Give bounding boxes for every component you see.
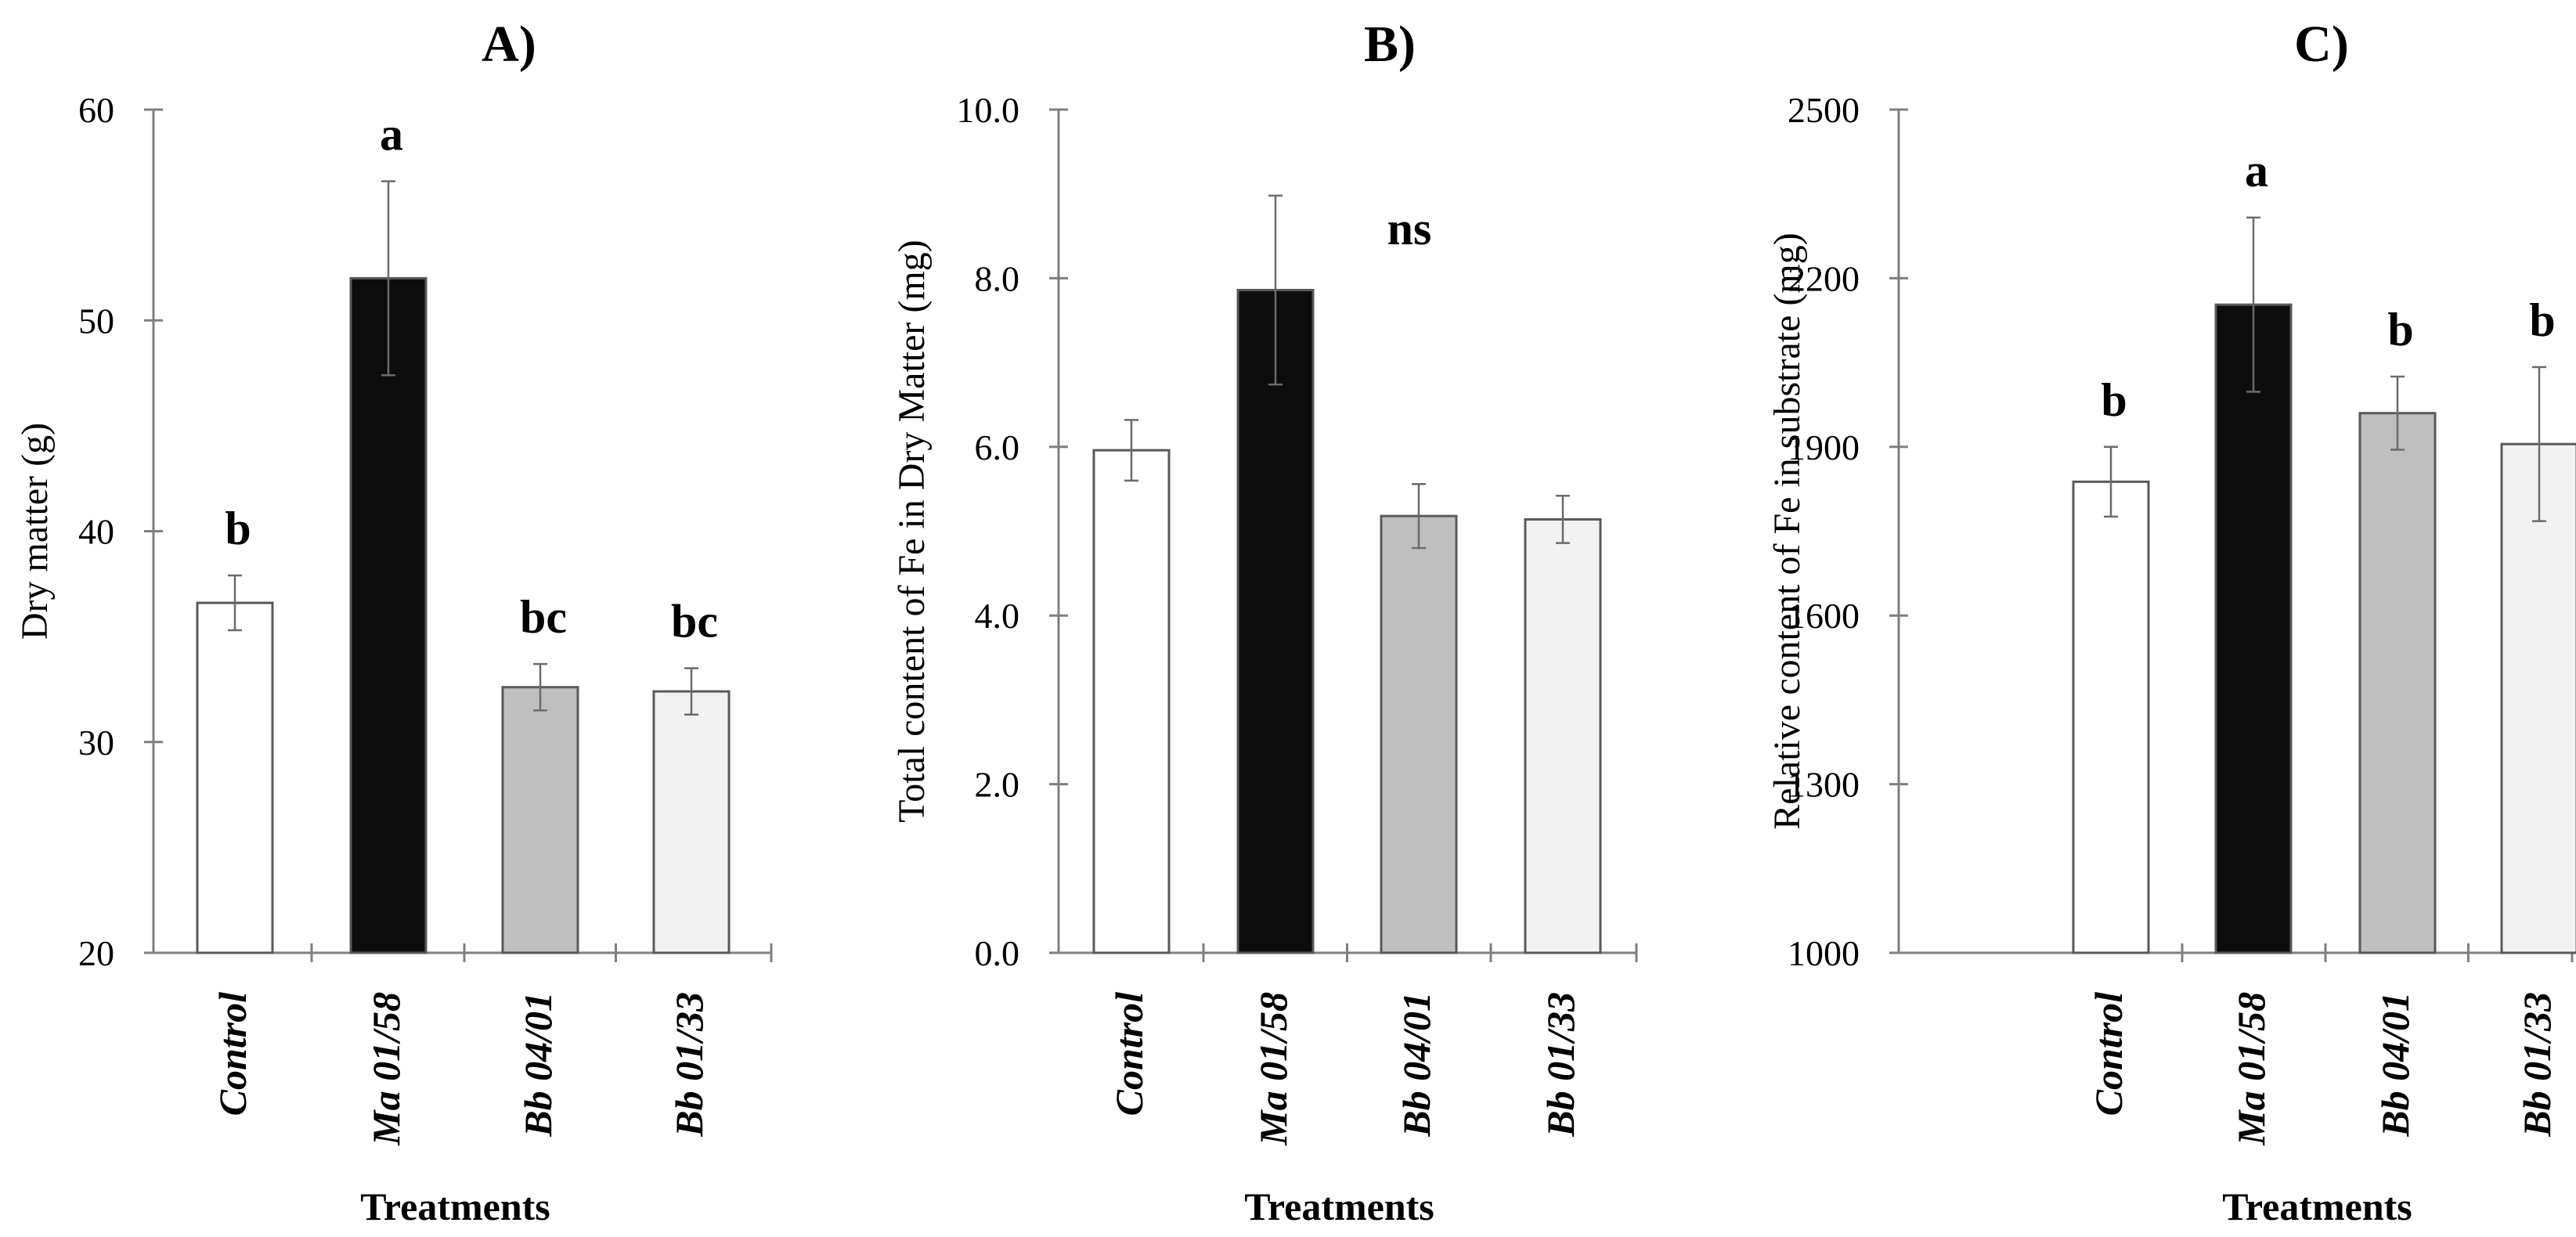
panel-a-category-label: Bb 01/33 xyxy=(667,992,711,1138)
panel-a-title: A) xyxy=(482,16,536,73)
panel-c-y-tick-label: 1300 xyxy=(1788,765,1860,805)
panel-b-bar xyxy=(1524,518,1602,954)
panel-a-y-tick-label: 20 xyxy=(78,933,114,973)
panel-b-y-tick-label: 2.0 xyxy=(975,765,1020,805)
panel-b-y-tick-label: 10.0 xyxy=(957,90,1020,130)
panel-c-category-label: Bb 01/33 xyxy=(2515,992,2559,1138)
panel-b-y-tick-label: 0.0 xyxy=(975,933,1020,973)
panel-c-bar xyxy=(2358,412,2437,954)
panel-a-bar xyxy=(349,276,428,954)
panel-b-y-tick-label: 8.0 xyxy=(975,258,1020,298)
panel-a-category-label: Bb 04/01 xyxy=(516,992,560,1138)
panel-a-x-axis-title: Treatments xyxy=(360,1185,550,1228)
panel-a-category-label: Control xyxy=(211,992,254,1116)
panel-b-y-tick-label: 4.0 xyxy=(975,596,1020,636)
panel-a-y-tick-label: 60 xyxy=(78,90,114,130)
panel-c-bar xyxy=(2214,303,2293,954)
panel-c-bar xyxy=(2072,480,2150,954)
panel-b-category-label: Control xyxy=(1107,992,1151,1116)
panel-a-significance-label: a xyxy=(380,109,403,160)
panel-b-category-label: Bb 04/01 xyxy=(1394,992,1438,1138)
panel-c-category-label: Bb 04/01 xyxy=(2373,992,2417,1138)
panel-b-y-tick-label: 6.0 xyxy=(975,427,1020,467)
panel-b-category-label: Bb 01/33 xyxy=(1539,992,1582,1138)
panel-c-x-axis-title: Treatments xyxy=(2222,1185,2412,1228)
panel-a-bar xyxy=(652,690,731,954)
panel-b-bar xyxy=(1092,449,1171,954)
panel-c-y-tick-label: 1900 xyxy=(1788,427,1860,467)
panel-c-y-tick-label: 2200 xyxy=(1788,258,1860,298)
panel-c-significance-label: a xyxy=(2245,145,2268,197)
panel-c-y-axis-title: Relative content of Fe in substrate (mg) xyxy=(1766,233,1808,829)
panel-b-significance-label: ns xyxy=(1387,203,1432,254)
panel-a-y-tick-label: 30 xyxy=(78,723,114,763)
panel-a-significance-label: bc xyxy=(671,596,718,647)
panel-c-significance-label: b xyxy=(2387,304,2413,355)
panel-c-y-tick-label: 2500 xyxy=(1788,90,1860,130)
panel-c-bar xyxy=(2500,442,2576,954)
panel-c-significance-label: b xyxy=(2101,374,2127,426)
panel-a-y-axis-title: Dry matter (g) xyxy=(14,423,56,640)
panel-c-category-label: Control xyxy=(2087,992,2130,1116)
panel-b-title: B) xyxy=(1364,16,1416,73)
panel-b-category-label: Ma 01/58 xyxy=(1251,992,1295,1146)
panel-c-y-tick-label: 1000 xyxy=(1788,933,1860,973)
panel-a-significance-label: bc xyxy=(520,591,567,643)
panel-a-significance-label: b xyxy=(225,503,251,554)
panel-b-bar xyxy=(1380,514,1458,954)
panel-a-bar xyxy=(196,601,274,954)
panel-a-category-label: Ma 01/58 xyxy=(364,992,408,1146)
panel-c-y-tick-label: 1600 xyxy=(1788,596,1860,636)
panel-c-title: C) xyxy=(2294,16,2349,73)
panel-c-category-label: Ma 01/58 xyxy=(2229,992,2273,1146)
panel-b-x-axis-title: Treatments xyxy=(1244,1185,1434,1228)
panel-a-y-tick-label: 40 xyxy=(78,512,114,552)
panel-a-bar xyxy=(501,686,579,954)
panel-b-bar xyxy=(1236,288,1315,954)
panel-c-significance-label: b xyxy=(2529,294,2555,346)
panel-a-y-tick-label: 50 xyxy=(78,301,114,341)
panel-b-y-axis-title: Total content of Fe in Dry Matter (mg) xyxy=(891,240,933,822)
